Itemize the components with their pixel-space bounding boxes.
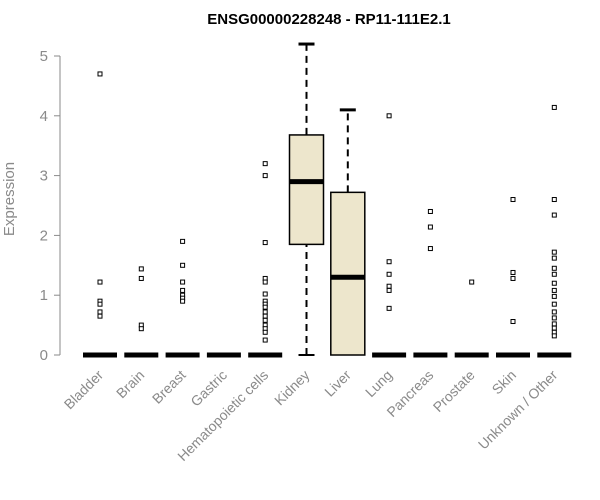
outlier-point — [551, 293, 557, 299]
x-tick-label: Skin — [489, 367, 520, 398]
outlier-point — [551, 333, 557, 339]
box-group — [537, 104, 572, 358]
outlier-point — [138, 266, 144, 272]
outlier-point — [510, 319, 516, 325]
outlier-point — [180, 238, 186, 244]
box-group — [330, 108, 366, 356]
outlier-point — [427, 224, 433, 230]
y-tick-label: 0 — [40, 347, 48, 364]
outlier-point — [551, 271, 557, 277]
box-group — [372, 113, 407, 358]
outlier-point — [551, 325, 557, 331]
outlier-point — [427, 208, 433, 214]
outlier-point — [551, 287, 557, 293]
box-group — [124, 266, 159, 358]
box-group — [248, 161, 283, 358]
outlier-point — [551, 249, 557, 255]
outlier-point — [551, 255, 557, 261]
x-tick-label: Brain — [113, 367, 147, 401]
outlier-point — [427, 246, 433, 252]
outlier-point — [262, 337, 268, 343]
outlier-point — [469, 279, 475, 285]
outlier-point — [262, 161, 268, 167]
y-tick-label: 4 — [40, 108, 48, 125]
outlier-point — [510, 269, 516, 275]
box-group — [165, 238, 200, 358]
box-group — [413, 208, 448, 358]
y-axis: 0 1 2 3 4 5 — [40, 48, 61, 364]
outlier-point — [97, 313, 103, 319]
outlier-point — [180, 287, 186, 293]
x-tick-label: Prostate — [430, 367, 478, 415]
outlier-point — [551, 301, 557, 307]
x-tick-label: Bladder — [61, 367, 107, 413]
outlier-point — [551, 321, 557, 327]
outlier-point — [551, 197, 557, 203]
outlier-point — [262, 317, 268, 323]
x-tick-label: Kidney — [271, 367, 313, 409]
x-tick-label: Liver — [321, 367, 354, 400]
outlier-point — [551, 212, 557, 218]
outlier-point — [138, 326, 144, 332]
outlier-point — [262, 173, 268, 179]
x-tick-label: Lung — [362, 367, 395, 400]
outlier-point — [97, 301, 103, 307]
y-tick-label: 2 — [40, 227, 48, 244]
outlier-point — [180, 262, 186, 268]
outlier-point — [97, 309, 103, 315]
outlier-point — [386, 271, 392, 277]
box — [288, 134, 325, 246]
chart-title: ENSG00000228248 - RP11-111E2.1 — [207, 11, 451, 28]
y-tick-label: 5 — [40, 48, 48, 65]
outlier-point — [262, 329, 268, 335]
outlier-point — [262, 279, 268, 285]
y-tick-label: 1 — [40, 287, 48, 304]
outlier-point — [551, 265, 557, 271]
box-group — [454, 279, 489, 358]
outlier-point — [551, 280, 557, 286]
outlier-point — [262, 291, 268, 297]
outlier-point — [262, 304, 268, 310]
outlier-point — [551, 315, 557, 321]
y-axis-label: Expression — [1, 162, 18, 236]
outlier-point — [551, 309, 557, 315]
outlier-point — [510, 275, 516, 281]
outlier-point — [97, 71, 103, 77]
box-group — [83, 71, 117, 358]
outlier-point — [180, 298, 186, 304]
y-tick-label: 3 — [40, 168, 48, 185]
outlier-point — [510, 197, 516, 203]
box — [330, 191, 366, 356]
outlier-point — [551, 104, 557, 110]
box-group — [496, 197, 530, 358]
outlier-point — [386, 113, 392, 119]
outlier-point — [386, 259, 392, 265]
outlier-point — [180, 279, 186, 285]
outlier-point — [386, 305, 392, 311]
outlier-point — [262, 240, 268, 246]
outlier-point — [97, 279, 103, 285]
outlier-point — [262, 313, 268, 319]
outlier-point — [386, 287, 392, 293]
outlier-point — [262, 309, 268, 315]
x-tick-label: Breast — [149, 367, 189, 407]
plot-area — [83, 42, 572, 358]
outlier-point — [138, 275, 144, 281]
box-group — [288, 42, 325, 356]
outlier-point — [386, 283, 392, 289]
